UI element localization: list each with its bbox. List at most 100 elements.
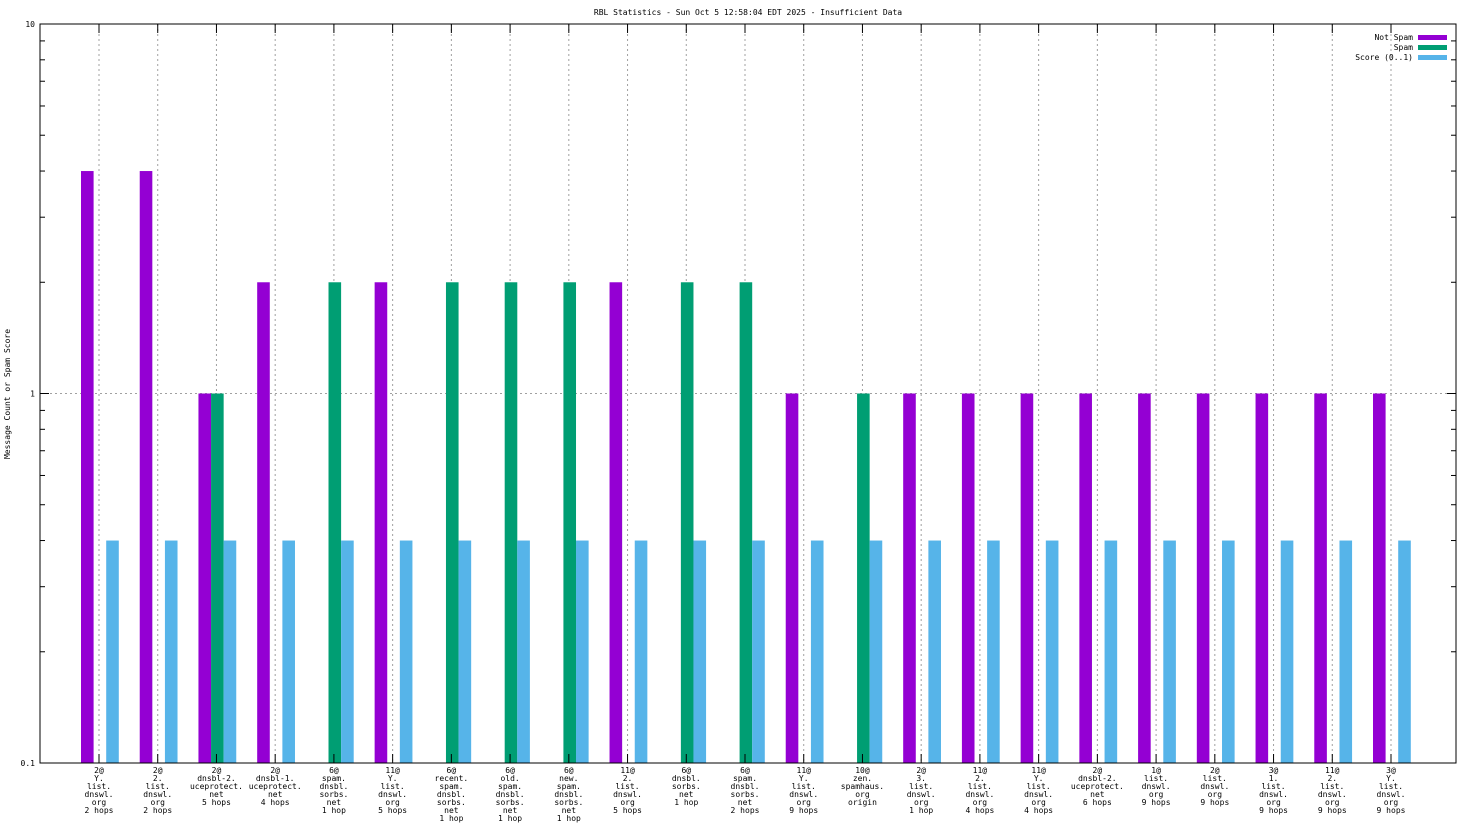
x-tick-label-line: spam. xyxy=(498,782,522,791)
bar-not-spam xyxy=(1314,393,1327,763)
x-tick-label-line: list. xyxy=(792,782,816,791)
x-tick-label-line: org xyxy=(385,798,400,807)
x-tick-label-line: 1 hop xyxy=(322,806,346,815)
x-tick-label-line: dnswl. xyxy=(907,790,936,799)
bar-score-0-1- xyxy=(282,540,295,763)
x-tick-label-line: 2 hops xyxy=(143,806,172,815)
x-tick-label-line: list. xyxy=(1320,782,1344,791)
x-tick-label-line: net xyxy=(562,806,577,815)
x-tick-label-line: org xyxy=(1031,798,1046,807)
x-tick-label-line: uceprotect. xyxy=(190,782,243,791)
x-tick-label-line: 2 hops xyxy=(85,806,114,815)
bar-not-spam xyxy=(81,171,94,764)
bar-score-0-1- xyxy=(1104,540,1118,763)
bar-spam xyxy=(211,393,224,763)
x-tick-label: 6@ spam. dnsbl. sorbs. net 1 hop xyxy=(319,766,348,815)
x-tick-label-line: spam. xyxy=(322,774,346,783)
x-tick-label-line: dnswl. xyxy=(789,790,818,799)
x-tick-label-line: 9 hops xyxy=(1318,806,1347,815)
bar-not-spam xyxy=(785,393,799,763)
x-tick-label-line: Y. xyxy=(388,774,398,783)
x-tick-label-line: 11@ xyxy=(1325,766,1340,775)
x-tick-label: 2@ 3. list. dnswl. org 1 hop xyxy=(907,766,936,815)
bar-score-0-1- xyxy=(1222,540,1235,763)
x-tick-label-line: 11@ xyxy=(620,766,635,775)
x-tick-label-line: 11@ xyxy=(385,766,400,775)
x-tick-label-line: net xyxy=(444,806,459,815)
x-tick-label-line: 2 hops xyxy=(731,806,760,815)
x-tick-label-line: spamhaus. xyxy=(841,782,884,791)
x-tick-label-line: 9 hops xyxy=(1200,798,1229,807)
bar-score-0-1- xyxy=(106,540,119,763)
x-tick-label-line: sorbs. xyxy=(437,798,466,807)
bar-score-0-1- xyxy=(223,540,237,763)
x-tick-label-line: 3. xyxy=(916,774,926,783)
x-tick-label-line: dnswl. xyxy=(378,790,407,799)
x-tick-label-line: 10@ xyxy=(855,766,870,775)
x-tick-label-line: org xyxy=(1325,798,1340,807)
x-tick-label-line: 2@ xyxy=(212,766,222,775)
x-tick-label-line: dnsbl. xyxy=(672,774,701,783)
x-tick-label-line: list. xyxy=(1027,782,1051,791)
x-tick-label-line: dnsbl-2. xyxy=(197,774,236,783)
x-tick-label-line: 1 hop xyxy=(909,806,933,815)
bar-score-0-1- xyxy=(399,540,413,763)
bar-spam xyxy=(563,282,577,763)
x-tick-label-line: sorbs. xyxy=(319,790,348,799)
x-tick-label-line: uceprotect. xyxy=(1071,782,1124,791)
bar-not-spam xyxy=(1079,393,1092,763)
legend-label: Score (0..1) xyxy=(1355,53,1413,62)
bar-spam xyxy=(857,393,870,763)
x-tick-label-line: net xyxy=(327,798,342,807)
x-tick-label-line: 2@ xyxy=(270,766,280,775)
x-tick-label: 11@ 2. list. dnswl. org 9 hops xyxy=(1318,766,1347,815)
x-tick-label-line: spam. xyxy=(557,782,581,791)
x-tick-label: 1@ list. dnswl. org 9 hops xyxy=(1142,766,1171,807)
x-tick-label-line: dnswl. xyxy=(1024,790,1053,799)
x-tick-label-line: 6 hops xyxy=(1083,798,1112,807)
bar-score-0-1- xyxy=(164,540,178,763)
x-tick-label: 6@ recent. spam. dnsbl. sorbs. net 1 hop xyxy=(435,766,469,823)
x-tick-label-line: 2. xyxy=(153,774,163,783)
x-tick-label: 11@ Y. list. dnswl. org 9 hops xyxy=(789,766,818,815)
bar-spam xyxy=(739,282,753,763)
x-tick-label-line: dnsbl. xyxy=(731,782,760,791)
x-tick-label-line: net xyxy=(209,790,224,799)
x-tick-label-line: org xyxy=(92,798,107,807)
x-tick-label-line: dnsbl. xyxy=(437,790,466,799)
bar-score-0-1- xyxy=(928,540,941,763)
x-tick-label-line: 3@ xyxy=(1386,766,1396,775)
x-tick-label-line: list. xyxy=(1379,782,1403,791)
chart-title: RBL Statistics - Sun Oct 5 12:58:04 EDT … xyxy=(594,8,902,17)
x-tick-label-line: dnswl. xyxy=(85,790,114,799)
legend-swatch xyxy=(1418,45,1447,50)
x-tick-label-line: 2. xyxy=(623,774,633,783)
legend-swatch xyxy=(1418,55,1447,60)
bar-score-0-1- xyxy=(576,540,589,763)
bar-not-spam xyxy=(1255,393,1269,763)
bar-not-spam xyxy=(374,282,388,763)
x-tick-label-line: org xyxy=(1208,790,1223,799)
x-tick-label-line: 3@ xyxy=(1269,766,1279,775)
bar-score-0-1- xyxy=(869,540,883,763)
x-tick-label-line: list. xyxy=(381,782,405,791)
bar-spam xyxy=(680,282,694,763)
x-tick-label-line: origin xyxy=(848,798,877,807)
x-tick-label-line: 4 hops xyxy=(965,806,994,815)
x-tick-label: 2@ Y. list. dnswl. org 2 hops xyxy=(85,766,114,815)
x-tick-label-line: 2@ xyxy=(94,766,104,775)
x-tick-label-line: 11@ xyxy=(973,766,988,775)
x-tick-label-line: 1@ xyxy=(1151,766,1161,775)
x-tick-label-line: Y. xyxy=(1386,774,1396,783)
x-tick-label-line: Y. xyxy=(94,774,104,783)
bar-spam xyxy=(445,282,459,763)
x-tick-label-line: 6@ xyxy=(740,766,750,775)
x-tick-label-line: org xyxy=(855,790,870,799)
x-tick-label-line: 6@ xyxy=(447,766,457,775)
bar-score-0-1- xyxy=(693,540,707,763)
bar-not-spam xyxy=(1020,393,1034,763)
x-tick-label-line: new. xyxy=(559,774,578,783)
y-tick-label: 10 xyxy=(25,20,35,29)
x-tick-label: 11@ 2. list. dnswl. org 5 hops xyxy=(613,766,642,815)
